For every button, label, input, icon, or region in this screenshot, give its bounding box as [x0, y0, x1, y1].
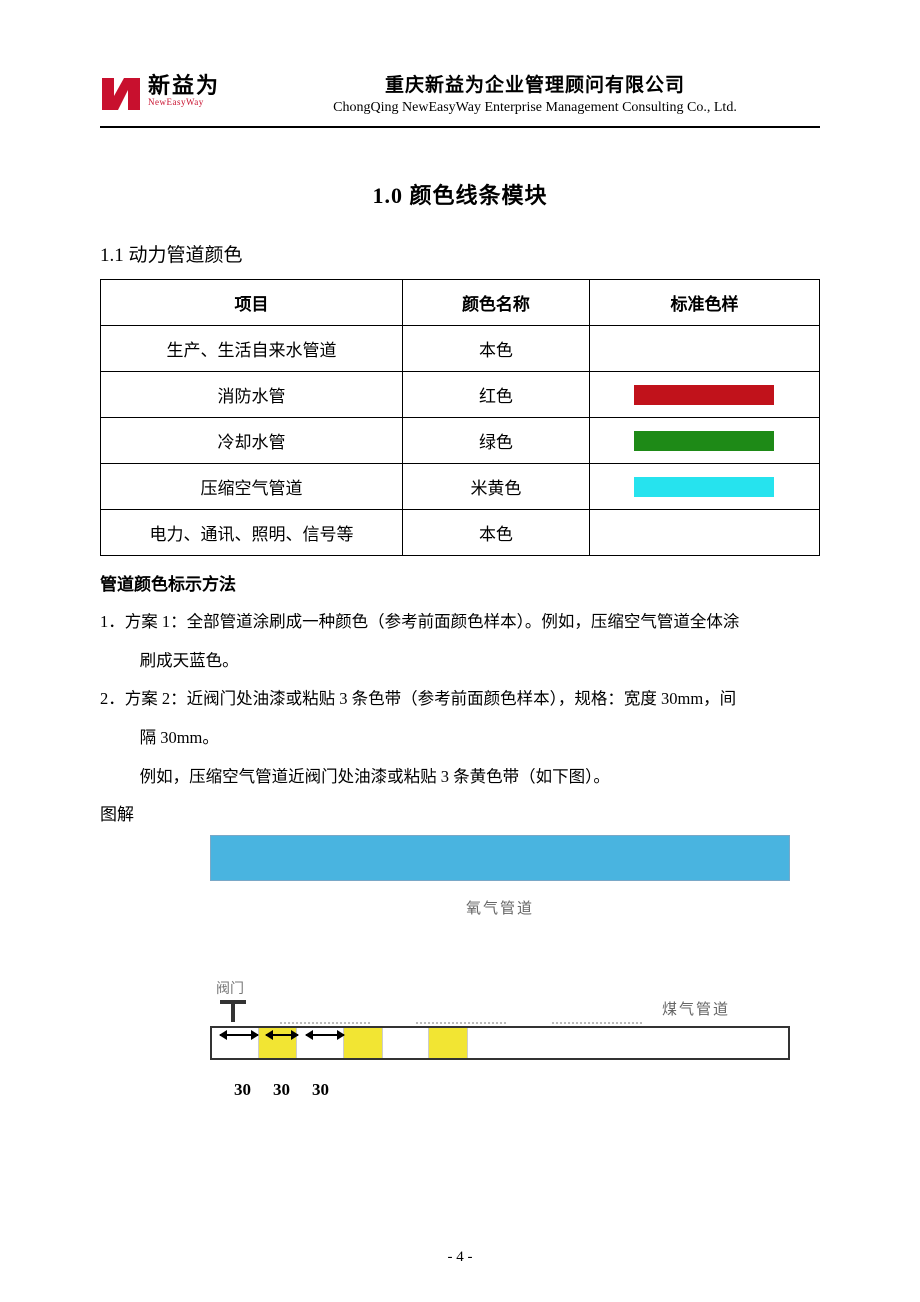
- color-swatch: [634, 431, 774, 451]
- color-band: [258, 1028, 298, 1058]
- method-p2b: 隔 30mm。: [100, 721, 820, 756]
- pipe-gap: [468, 1028, 788, 1058]
- method-p3: 例如，压缩空气管道近阀门处油漆或粘贴 3 条黄色带（如下图）。: [100, 760, 820, 795]
- cell-color-name: 本色: [402, 510, 589, 556]
- oxygen-pipe-bar: [210, 835, 790, 881]
- pipe-gap: [212, 1028, 258, 1058]
- color-band: [428, 1028, 468, 1058]
- cell-item: 生产、生活自来水管道: [101, 326, 403, 372]
- logo-text-cn: 新益为: [148, 74, 220, 98]
- cell-color-name: 本色: [402, 326, 589, 372]
- cell-swatch: [589, 418, 819, 464]
- color-swatch: [634, 385, 774, 405]
- dim-value: 30: [273, 1080, 290, 1100]
- cell-item: 压缩空气管道: [101, 464, 403, 510]
- table-row: 压缩空气管道米黄色: [101, 464, 820, 510]
- company-name-en: ChongQing NewEasyWay Enterprise Manageme…: [250, 100, 820, 116]
- gas-caption: 煤气管道: [662, 998, 730, 1019]
- cell-color-name: 绿色: [402, 418, 589, 464]
- page-number: - 4 -: [0, 1249, 920, 1266]
- valve-icon: [220, 1000, 246, 1022]
- method-body: 1．方案 1：全部管道涂刷成一种颜色（参考前面颜色样本）。例如，压缩空气管道全体…: [100, 605, 820, 794]
- method-p1: 1．方案 1：全部管道涂刷成一种颜色（参考前面颜色样本）。例如，压缩空气管道全体…: [100, 605, 820, 640]
- table-row: 电力、通讯、照明、信号等本色: [101, 510, 820, 556]
- cell-swatch: [589, 372, 819, 418]
- pipe-color-table: 项目 颜色名称 标准色样 生产、生活自来水管道本色消防水管红色冷却水管绿色压缩空…: [100, 279, 820, 556]
- pipe-gap: [383, 1028, 429, 1058]
- dim-value: 30: [234, 1080, 251, 1100]
- method-p2: 2．方案 2：近阀门处油漆或粘贴 3 条色带（参考前面颜色样本），规格：宽度 3…: [100, 682, 820, 717]
- guide-dots: [280, 1022, 790, 1024]
- cell-item: 冷却水管: [101, 418, 403, 464]
- color-swatch: [634, 477, 774, 497]
- cell-item: 电力、通讯、照明、信号等: [101, 510, 403, 556]
- company-logo: 新益为 NewEasyWay: [100, 70, 220, 112]
- gas-pipe: [210, 1026, 790, 1060]
- diagram-area: 氧气管道 阀门 煤气管道 30 30 30: [210, 835, 790, 1100]
- table-header-row: 项目 颜色名称 标准色样: [101, 280, 820, 326]
- cell-color-name: 红色: [402, 372, 589, 418]
- dimension-values: 30 30 30: [234, 1080, 790, 1100]
- page-header: 新益为 NewEasyWay 重庆新益为企业管理顾问有限公司 ChongQing…: [100, 70, 820, 128]
- logo-text-en: NewEasyWay: [148, 98, 220, 108]
- method-heading: 管道颜色标示方法: [100, 570, 820, 595]
- cell-swatch: [589, 510, 819, 556]
- color-band: [343, 1028, 383, 1058]
- oxygen-caption: 氧气管道: [210, 897, 790, 918]
- table-col-item: 项目: [101, 280, 403, 326]
- gas-pipe-diagram: 阀门 煤气管道 30 30 30: [210, 978, 790, 1100]
- table-col-name: 颜色名称: [402, 280, 589, 326]
- diagram-label: 图解: [100, 800, 820, 825]
- table-row: 生产、生活自来水管道本色: [101, 326, 820, 372]
- valve-label: 阀门: [216, 978, 790, 998]
- logo-mark-icon: [100, 70, 142, 112]
- cell-item: 消防水管: [101, 372, 403, 418]
- cell-color-name: 米黄色: [402, 464, 589, 510]
- dim-value: 30: [312, 1080, 329, 1100]
- pipe-gap: [297, 1028, 343, 1058]
- cell-swatch: [589, 326, 819, 372]
- section-title: 1.0 颜色线条模块: [100, 178, 820, 210]
- table-row: 消防水管红色: [101, 372, 820, 418]
- cell-swatch: [589, 464, 819, 510]
- table-row: 冷却水管绿色: [101, 418, 820, 464]
- table-col-swatch: 标准色样: [589, 280, 819, 326]
- company-name-cn: 重庆新益为企业管理顾问有限公司: [250, 70, 820, 97]
- method-p1b: 刷成天蓝色。: [100, 644, 820, 679]
- subsection-heading: 1.1 动力管道颜色: [100, 240, 820, 267]
